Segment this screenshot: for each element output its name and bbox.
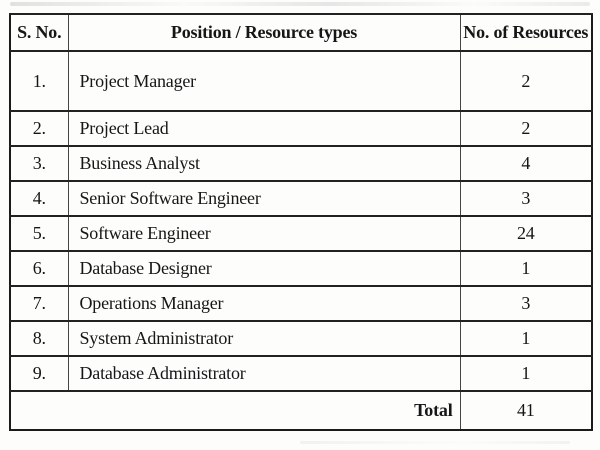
row-count: 2 (459, 50, 592, 111)
table-row: 3. Business Analyst 4 (10, 145, 592, 181)
row-sno: 9. (10, 355, 68, 391)
table-row: 2. Project Lead 2 (10, 110, 592, 146)
row-position: Software Engineer (67, 215, 460, 251)
scan-artifact-top (10, 2, 590, 6)
table-row: 8. System Administrator 1 (10, 320, 592, 356)
header-position: Position / Resource types (67, 13, 460, 51)
row-sno: 3. (10, 145, 68, 181)
row-sno: 7. (10, 285, 68, 321)
total-value: 41 (459, 390, 592, 430)
row-count: 1 (459, 355, 592, 391)
row-position: System Administrator (67, 320, 460, 356)
row-position: Senior Software Engineer (67, 180, 460, 216)
row-count: 24 (459, 215, 592, 251)
table-row: 9. Database Administrator 1 (10, 355, 592, 391)
table-row: 1. Project Manager 2 (10, 50, 592, 111)
row-sno: 1. (10, 50, 68, 111)
resource-allocation-table: S. No. Position / Resource types No. of … (9, 13, 593, 431)
table-row: 4. Senior Software Engineer 3 (10, 180, 592, 216)
scan-artifact-bottom (300, 441, 570, 444)
table-header-row: S. No. Position / Resource types No. of … (10, 13, 592, 51)
total-label: Total (10, 390, 460, 430)
row-sno: 2. (10, 110, 68, 146)
row-position: Database Designer (67, 250, 460, 286)
row-position: Business Analyst (67, 145, 460, 181)
header-sno: S. No. (10, 13, 68, 51)
row-sno: 5. (10, 215, 68, 251)
row-position: Database Administrator (67, 355, 460, 391)
row-count: 3 (459, 180, 592, 216)
row-position: Project Lead (67, 110, 460, 146)
row-sno: 8. (10, 320, 68, 356)
row-count: 1 (459, 250, 592, 286)
row-count: 4 (459, 145, 592, 181)
table-row: 7. Operations Manager 3 (10, 285, 592, 321)
row-count: 2 (459, 110, 592, 146)
row-sno: 4. (10, 180, 68, 216)
row-count: 3 (459, 285, 592, 321)
total-row: Total 41 (10, 390, 592, 430)
table-row: 5. Software Engineer 24 (10, 215, 592, 251)
header-count: No. of Resources (459, 13, 592, 51)
table-row: 6. Database Designer 1 (10, 250, 592, 286)
row-sno: 6. (10, 250, 68, 286)
row-position: Project Manager (67, 50, 460, 111)
row-position: Operations Manager (67, 285, 460, 321)
row-count: 1 (459, 320, 592, 356)
